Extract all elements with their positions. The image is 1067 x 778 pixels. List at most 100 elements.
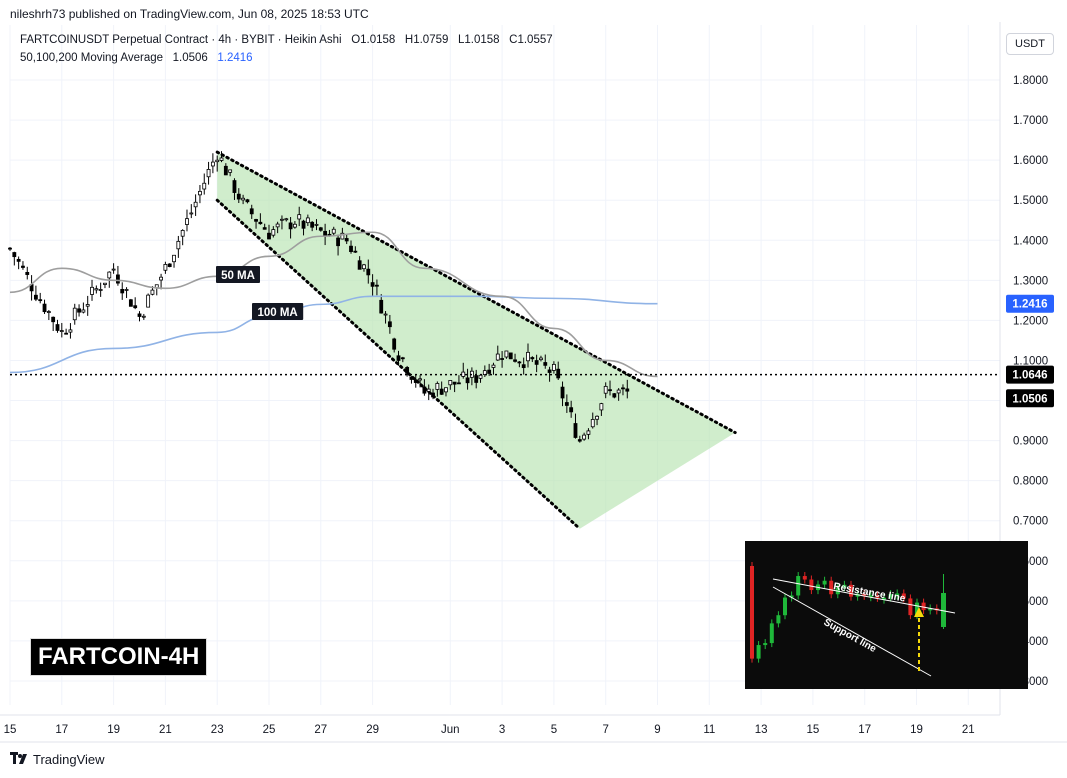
candle [383,311,388,324]
candle [72,303,77,325]
y-tick-label: 1.1000 [1013,355,1048,367]
candle-up [189,212,194,215]
candle-down [258,221,263,225]
candle-down [236,193,241,200]
x-tick-label: 23 [211,724,224,736]
candle-down [25,271,30,275]
inset-candle-down [875,595,880,598]
candle [292,221,297,229]
legend-ma-value-2: 1.2416 [217,52,253,64]
candle-down [513,359,517,362]
candle-up [461,371,466,377]
candle-down [431,392,435,398]
candle-down [254,219,258,222]
candle [16,256,21,270]
candle [314,219,319,231]
x-tick-label: 25 [263,724,276,736]
candle-down [366,268,371,276]
candle [90,279,94,301]
ma50-annotation: 50 MA [216,266,260,283]
inset-candle-up [769,623,774,644]
candle-up [595,415,599,420]
candle-down [534,360,539,365]
candle [64,328,69,335]
candle-down [396,355,401,361]
x-tick-label: 7 [602,724,608,736]
candle-up [90,286,94,295]
legend-high: H1.0759 [404,34,449,46]
candle-down [508,352,513,360]
candle-up [599,403,604,411]
candle [228,169,233,177]
inset-support-line [772,586,932,677]
current-price-tag: 1.0646 [1006,365,1054,384]
candle [413,375,418,388]
candle [444,387,448,397]
candle-down [33,294,38,300]
candle-up [444,387,448,393]
candle-down [353,250,358,253]
candle-down [400,357,405,360]
candle [77,304,81,317]
x-tick-label: 19 [910,724,923,736]
candle-down [336,237,340,247]
ma100-price-tag-bg [1006,294,1054,313]
candle [301,219,306,236]
inset-pattern-illustration: Resistance line Support line [750,562,956,677]
inset-candle-up [868,595,873,598]
x-tick-label: 17 [858,724,871,736]
candle [318,226,323,232]
ma100-annotation: 100 MA [252,303,304,320]
legend-interval: 4h [218,34,232,46]
candle-down [465,377,470,384]
candle [526,343,530,368]
candle-up [98,289,103,291]
candle [241,194,246,205]
candle [426,384,431,401]
y-tick-label: 1.3000 [1013,275,1048,287]
candle-down [422,386,427,394]
candle-down [77,308,81,313]
candle [387,314,392,334]
candle-down [120,288,125,294]
publisher-line: nileshrh73 published on TradingView.com,… [10,7,369,21]
candle-down [288,222,293,230]
x-tick-label: 17 [55,724,68,736]
candle [551,361,556,374]
candle-up [284,218,289,221]
candle-up [46,311,51,313]
candle-up [59,330,64,332]
currency-button[interactable]: USDT [1006,33,1054,55]
candle [474,369,479,389]
candle-down [128,299,133,307]
tradingview-logo-icon [10,752,28,767]
candle-up [124,289,129,291]
candle-down [232,180,237,193]
candle [275,221,280,234]
candle [258,213,263,225]
inset-candle-up [915,602,919,616]
candle [42,299,47,314]
x-tick-label: 13 [755,724,768,736]
candle-down [612,393,617,398]
inset-candle-down [908,598,913,616]
inset-resistance-label: Resistance line [832,581,906,605]
candle-down [137,313,142,317]
candle-up [526,351,530,362]
candle-down [357,260,362,270]
inset-candle-up [822,580,827,585]
candle-up [172,254,176,263]
candle [418,375,422,388]
candle-down [564,402,569,406]
ma50-annotation-bg [216,266,260,283]
x-axis: 15 17 19 21 23 25 27 29 Jun 3 5 7 9 11 13 15 17 19 21 [0,714,1067,743]
candle [33,285,38,302]
candle [12,251,17,266]
candle-down [521,364,526,369]
legend-exchange: BYBIT [241,34,275,46]
candle-up [202,182,207,190]
candle [271,226,276,238]
tradingview-footer[interactable]: TradingView [10,752,105,767]
candle-up [582,434,587,440]
